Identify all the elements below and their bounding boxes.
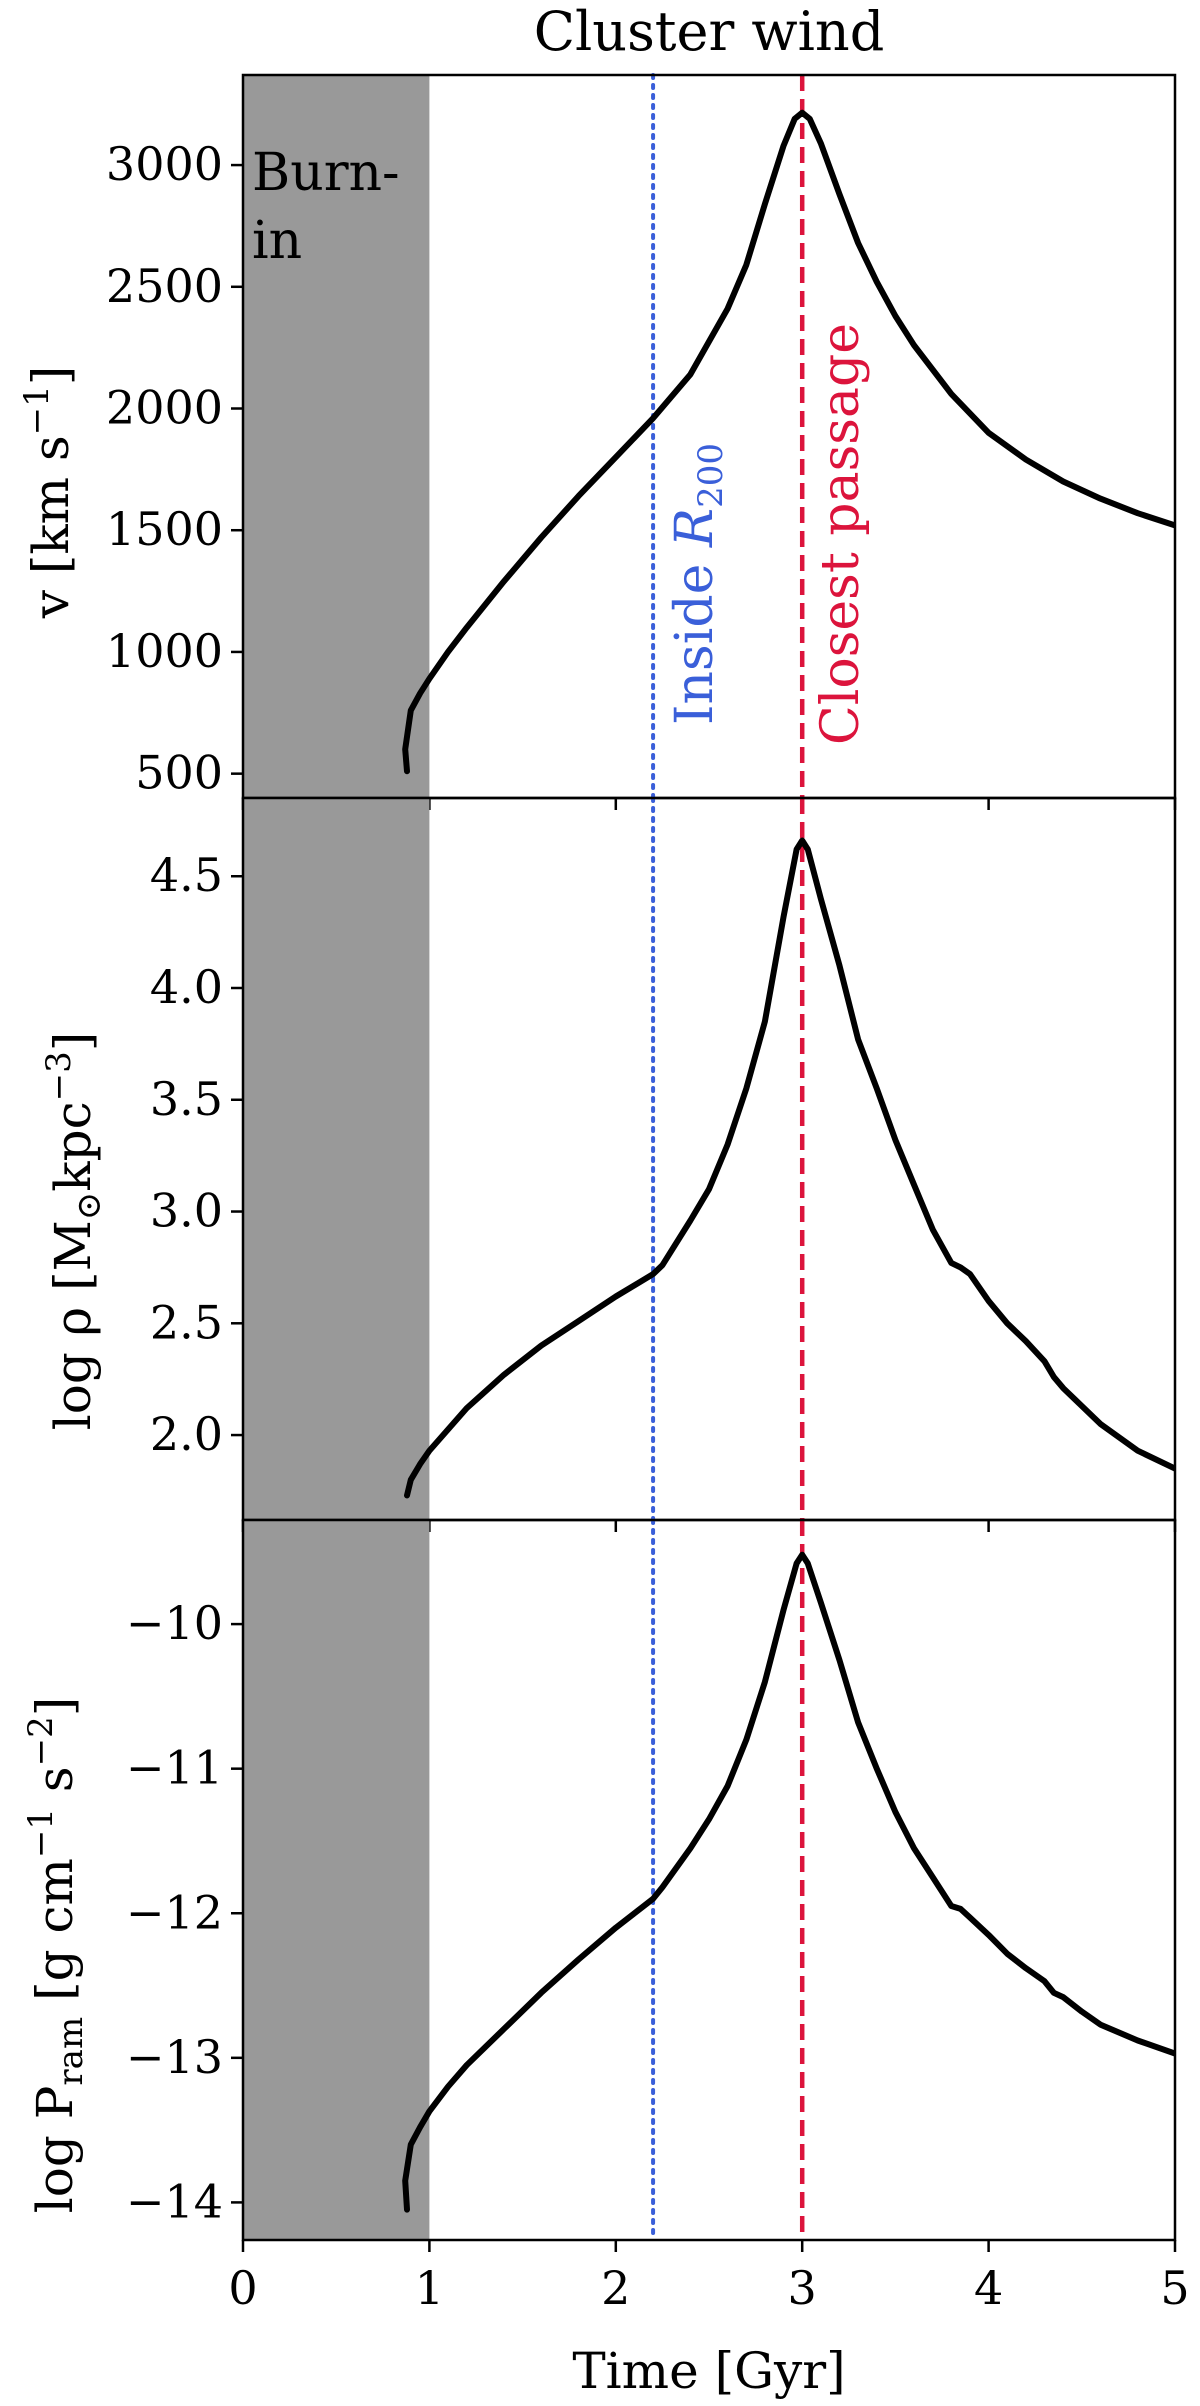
y-tick-label: 1000 bbox=[106, 624, 223, 678]
y-tick-label: 2.0 bbox=[150, 1407, 223, 1461]
y-tick-label: 2.5 bbox=[150, 1295, 223, 1349]
burn-in-region bbox=[243, 75, 430, 798]
y-label-pram-main: log P bbox=[26, 2086, 84, 2214]
y-label-v-close: ] bbox=[22, 366, 80, 386]
y-tick-label: 3.5 bbox=[150, 1072, 223, 1126]
inside-r200-subscript: 200 bbox=[691, 443, 731, 508]
y-label-pram-mid2: s bbox=[26, 1766, 84, 1808]
x-tick-label: 5 bbox=[1160, 2261, 1189, 2315]
y-label-rho-main: log ρ [M bbox=[44, 1220, 102, 1430]
x-tick-label: 2 bbox=[601, 2261, 630, 2315]
closest-passage-label: Closest passage bbox=[811, 323, 871, 745]
y-label-rho-sup: −3 bbox=[39, 1051, 79, 1101]
panel-frame bbox=[241, 1518, 1177, 2242]
series-line-velocity bbox=[402, 109, 1175, 775]
y-label-rho-sub: ⊙ bbox=[69, 1192, 109, 1221]
y-tick-label: −13 bbox=[126, 2030, 223, 2084]
y-label-pram-mid: [g cm bbox=[26, 1858, 84, 2017]
y-tick-label: 500 bbox=[135, 746, 223, 800]
y-label-pram-sup1: −1 bbox=[21, 1808, 61, 1858]
y-tick-label: −11 bbox=[126, 1741, 223, 1795]
y-label-pram-sub: ram bbox=[51, 2017, 91, 2086]
y-tick-label: 4.0 bbox=[150, 960, 223, 1014]
y-tick-label: −12 bbox=[126, 1885, 223, 1939]
y-axis-label-density: log ρ [M⊙kpc−3] bbox=[39, 1032, 109, 1430]
y-label-v-sup: −1 bbox=[17, 385, 57, 435]
panel-velocity: 500 1000 1500 2000 2500 3000 bbox=[106, 73, 1177, 810]
burn-in-label-line2: in bbox=[252, 211, 302, 271]
chart-title: Cluster wind bbox=[534, 0, 885, 63]
series-line-density bbox=[404, 837, 1175, 1499]
x-axis-label: Time [Gyr] bbox=[572, 2342, 845, 2400]
y-label-rho-close: ] bbox=[44, 1032, 102, 1052]
panel-density: 2.0 2.5 3.0 3.5 4.0 4.5 bbox=[150, 796, 1177, 1532]
y-tick-label: −10 bbox=[126, 1596, 223, 1650]
y-tick-label: 2000 bbox=[106, 381, 223, 435]
y-tick-label: 2500 bbox=[106, 259, 223, 313]
y-tick-label: −14 bbox=[126, 2174, 223, 2228]
x-tick-label: 3 bbox=[788, 2261, 817, 2315]
x-tick-label: 0 bbox=[228, 2261, 257, 2315]
inside-r200-label: Inside R200 bbox=[665, 443, 731, 725]
y-tick-label: 4.5 bbox=[150, 848, 223, 902]
y-tick-label: 1500 bbox=[106, 502, 223, 556]
x-tick-label: 1 bbox=[415, 2261, 444, 2315]
y-tick-label: 3.0 bbox=[150, 1184, 223, 1238]
x-tick-label: 4 bbox=[974, 2261, 1003, 2315]
panel-ram_pressure: −14 −13 −12 −11 −10 0 1 2 3 4 5 bbox=[126, 1518, 1190, 2315]
y-label-pram-sup2: −2 bbox=[21, 1716, 61, 1766]
burn-in-region bbox=[243, 798, 430, 1520]
burn-in-label-line1: Burn- bbox=[252, 143, 400, 203]
y-axis-label-ram-pressure: log Pram [g cm−1 s−2] bbox=[21, 1697, 91, 2213]
burn-in-region bbox=[243, 1520, 430, 2240]
inside-r200-symbol: R bbox=[665, 508, 725, 548]
y-label-rho-mid: kpc bbox=[44, 1101, 102, 1191]
plot-area: 500100015002000250030002.02.53.03.54.04.… bbox=[106, 73, 1190, 2315]
inside-r200-prefix: Inside bbox=[665, 547, 725, 725]
y-axis-label-velocity: v [km s−1] bbox=[17, 366, 80, 620]
y-label-pram-close: ] bbox=[26, 1697, 84, 1717]
y-tick-label: 3000 bbox=[106, 137, 223, 191]
y-label-v-main: v [km s bbox=[22, 435, 80, 619]
series-line-ram_pressure bbox=[402, 1551, 1175, 2213]
